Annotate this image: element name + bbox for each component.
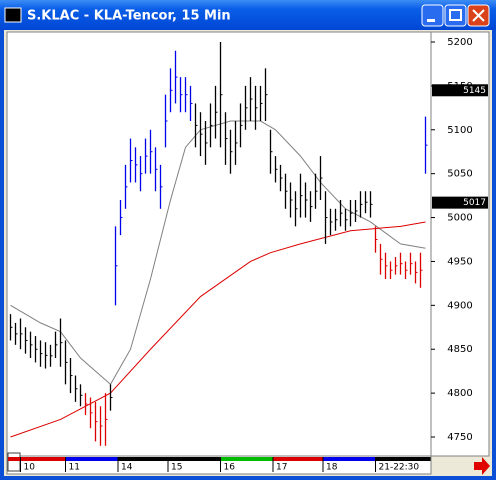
price-axis <box>430 31 490 457</box>
maximize-button[interactable] <box>444 4 467 27</box>
day-strip <box>8 457 66 461</box>
y-tick-label: 5050 <box>447 169 472 180</box>
y-tick-label: 4950 <box>447 256 472 267</box>
day-strip <box>168 457 221 461</box>
x-tick-label: 10 <box>24 463 36 473</box>
price-marker-label: 5017 <box>463 198 486 208</box>
x-tick-label: 16 <box>224 463 236 473</box>
moving-average <box>10 221 426 438</box>
y-tick-label: 5000 <box>447 213 472 224</box>
window-title: S.KLAC - KLA-Tencor, 15 Min <box>27 9 231 24</box>
x-tick-label: 15 <box>171 463 182 473</box>
x-tick-label: 18 <box>326 463 338 473</box>
minimize-icon <box>427 19 435 22</box>
scroll-arrow[interactable] <box>474 457 490 475</box>
y-tick-label: 4750 <box>447 432 472 443</box>
day-strip <box>273 457 323 461</box>
y-tick-label: 5200 <box>447 37 472 48</box>
day-strip <box>65 457 118 461</box>
maximize-icon <box>449 9 462 21</box>
price-marker-label: 5145 <box>463 86 486 96</box>
price-marker <box>432 196 488 209</box>
plot: 4750480048504900495050005050510051505200… <box>8 37 488 473</box>
minimize-button[interactable] <box>421 4 444 27</box>
price-marker <box>432 84 488 97</box>
day-strip <box>375 457 431 461</box>
x-tick-label: 11 <box>69 463 80 473</box>
title-bar <box>0 0 496 30</box>
app-icon <box>4 7 22 23</box>
day-strip <box>118 457 168 461</box>
y-tick-label: 5100 <box>447 125 472 136</box>
close-icon <box>472 9 485 22</box>
x-tick-label: 14 <box>121 463 133 473</box>
x-tick-label: 21-22:30 <box>379 463 420 473</box>
y-tick-label: 4900 <box>447 300 472 311</box>
plot-area <box>6 31 432 457</box>
corner-box <box>7 452 21 472</box>
day-strip <box>323 457 376 461</box>
window-buttons <box>421 4 490 27</box>
y-tick-label: 4850 <box>447 344 472 355</box>
day-strip <box>220 457 273 461</box>
y-tick-label: 4800 <box>447 388 472 399</box>
x-tick-label: 17 <box>276 463 287 473</box>
